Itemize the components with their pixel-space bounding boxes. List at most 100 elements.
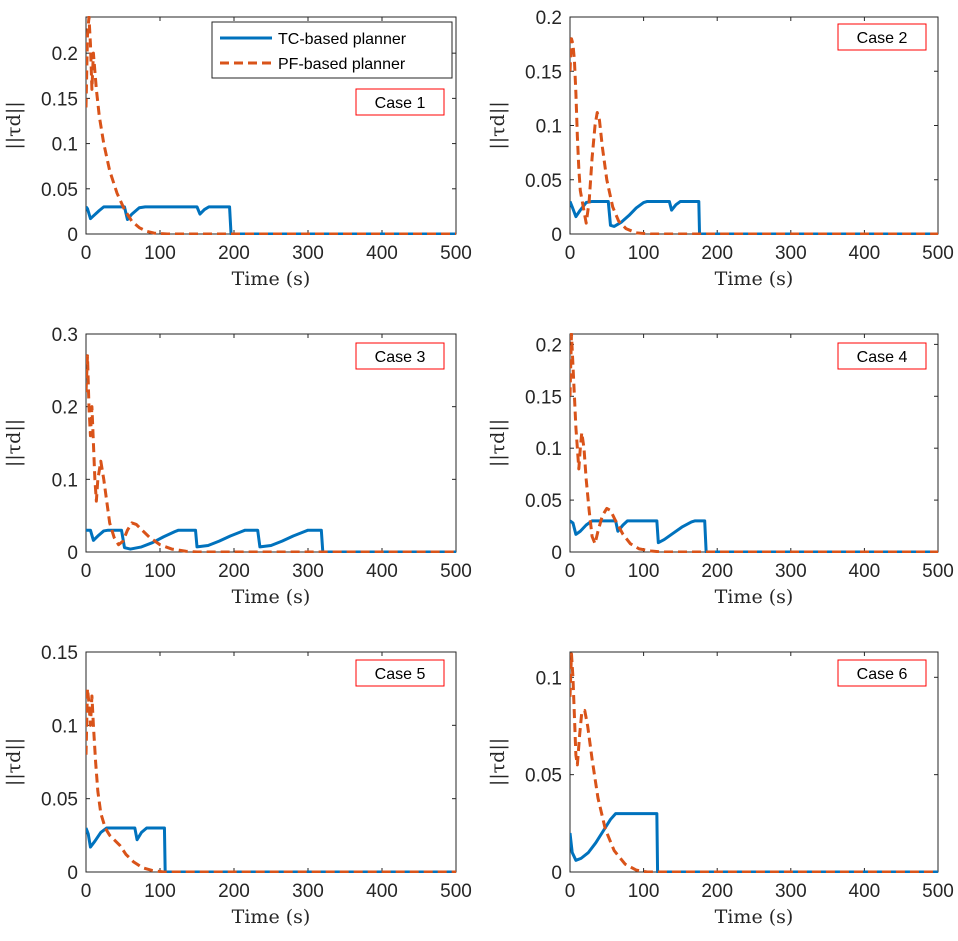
x-tick-label: 0 (81, 881, 92, 902)
x-axis-label: Time (s) (232, 268, 311, 290)
y-tick-label: 0.1 (536, 668, 562, 689)
series-group (570, 333, 938, 553)
y-tick-label: 0.1 (52, 470, 78, 491)
chart-panel-1: 0 100 200 300 400 500 0 0.05 0.1 0.15 0.2 Time (s) |… (3, 16, 472, 290)
x-axis-label: Time (s) (715, 586, 794, 608)
y-tick-label: 0.15 (41, 643, 78, 664)
x-tick-label: 200 (218, 881, 250, 902)
series-line-tc (570, 519, 938, 553)
x-tick-label: 0 (565, 561, 576, 582)
legend: TC-based planner PF-based planner (211, 21, 453, 79)
x-tick-label: 100 (144, 243, 176, 264)
x-tick-label: 300 (292, 561, 324, 582)
series-group (86, 687, 456, 873)
case-annotation-box (355, 659, 445, 687)
y-tick-label: 0 (551, 543, 562, 564)
chart-panel-5: 0 100 200 300 400 500 0 0.05 0.1 0.15 Time (s) ||τd… (3, 643, 472, 928)
y-tick-label: 0.15 (41, 89, 78, 110)
x-tick-label: 400 (366, 881, 398, 902)
y-tick-label: 0.15 (525, 62, 562, 83)
series-group (570, 37, 938, 235)
plot-area (85, 651, 457, 873)
x-tick-label: 100 (144, 881, 176, 902)
y-tick-label: 0.05 (525, 171, 562, 192)
x-tick-label: 500 (440, 561, 472, 582)
x-tick-label: 500 (440, 881, 472, 902)
series-line-tc (86, 528, 456, 553)
y-tick-label: 0 (67, 543, 78, 564)
x-tick-label: 100 (628, 243, 660, 264)
chart-panel-3: 0 100 200 300 400 500 0 0.1 0.2 0.3 Time (s) ||τd||… (3, 325, 472, 608)
x-tick-label: 100 (628, 881, 660, 902)
case-annotation-label: Case 2 (857, 30, 908, 47)
y-tick-label: 0.3 (52, 325, 78, 346)
case-annotation-label: Case 1 (375, 95, 426, 112)
x-tick-label: 300 (292, 881, 324, 902)
y-tick-label: 0.1 (52, 716, 78, 737)
y-tick-label: 0.2 (536, 335, 562, 356)
y-tick-label: 0 (67, 863, 78, 884)
series-line-pf (570, 37, 938, 235)
x-tick-label: 300 (775, 561, 807, 582)
x-tick-label: 400 (366, 243, 398, 264)
y-axis-label: ||τd|| (3, 738, 25, 786)
series-group (570, 652, 938, 873)
y-tick-label: 0.05 (41, 790, 78, 811)
x-tick-label: 400 (366, 561, 398, 582)
x-axis-label: Time (s) (715, 906, 794, 928)
series-line-pf (570, 652, 938, 873)
y-axis-label: ||τd|| (487, 101, 509, 149)
x-tick-label: 0 (81, 561, 92, 582)
y-tick-label: 0 (67, 225, 78, 246)
legend-label-tc: TC-based planner (278, 31, 407, 48)
series-line-pf (86, 354, 456, 553)
y-tick-label: 0.2 (536, 8, 562, 29)
x-tick-label: 0 (565, 881, 576, 902)
x-tick-label: 200 (218, 561, 250, 582)
x-tick-label: 200 (701, 243, 733, 264)
legend-label-pf: PF-based planner (278, 56, 406, 73)
series-line-pf (570, 333, 938, 553)
y-tick-label: 0.1 (536, 439, 562, 460)
y-tick-label: 0.1 (52, 135, 78, 156)
y-axis-label: ||τd|| (3, 101, 25, 149)
series-line-pf (86, 687, 456, 873)
case-annotation-box (837, 342, 927, 370)
x-tick-label: 0 (565, 243, 576, 264)
x-tick-label: 200 (701, 561, 733, 582)
x-tick-label: 300 (292, 243, 324, 264)
y-tick-label: 0.05 (525, 491, 562, 512)
y-tick-label: 0 (551, 225, 562, 246)
y-tick-label: 0.1 (536, 117, 562, 138)
case-annotation-box (837, 23, 927, 51)
y-tick-label: 0.2 (52, 398, 78, 419)
x-tick-label: 100 (144, 561, 176, 582)
case-annotation-box (355, 88, 445, 116)
x-tick-label: 0 (81, 243, 92, 264)
x-tick-label: 300 (775, 881, 807, 902)
x-tick-label: 500 (922, 881, 954, 902)
case-annotation-label: Case 5 (375, 666, 426, 683)
x-tick-label: 300 (775, 243, 807, 264)
y-axis-label: ||τd|| (487, 738, 509, 786)
series-group (86, 16, 456, 235)
case-annotation-label: Case 3 (375, 349, 426, 366)
series-line-tc (86, 826, 456, 873)
x-tick-label: 200 (218, 243, 250, 264)
plot-area (569, 333, 939, 553)
y-tick-label: 0 (551, 863, 562, 884)
plot-area (569, 16, 939, 235)
series-group (86, 354, 456, 553)
x-tick-label: 400 (849, 881, 881, 902)
x-tick-label: 200 (701, 881, 733, 902)
case-annotation-box (355, 342, 445, 370)
x-tick-label: 400 (849, 243, 881, 264)
y-tick-label: 0.05 (41, 180, 78, 201)
y-axis-label: ||τd|| (487, 419, 509, 467)
y-tick-label: 0.15 (525, 387, 562, 408)
x-axis-label: Time (s) (232, 586, 311, 608)
y-tick-label: 0.05 (525, 766, 562, 787)
chart-panel-6: 0 100 200 300 400 500 0 0.05 0.1 Time (s) ||τd|| Ca… (487, 651, 954, 928)
x-tick-label: 500 (922, 561, 954, 582)
